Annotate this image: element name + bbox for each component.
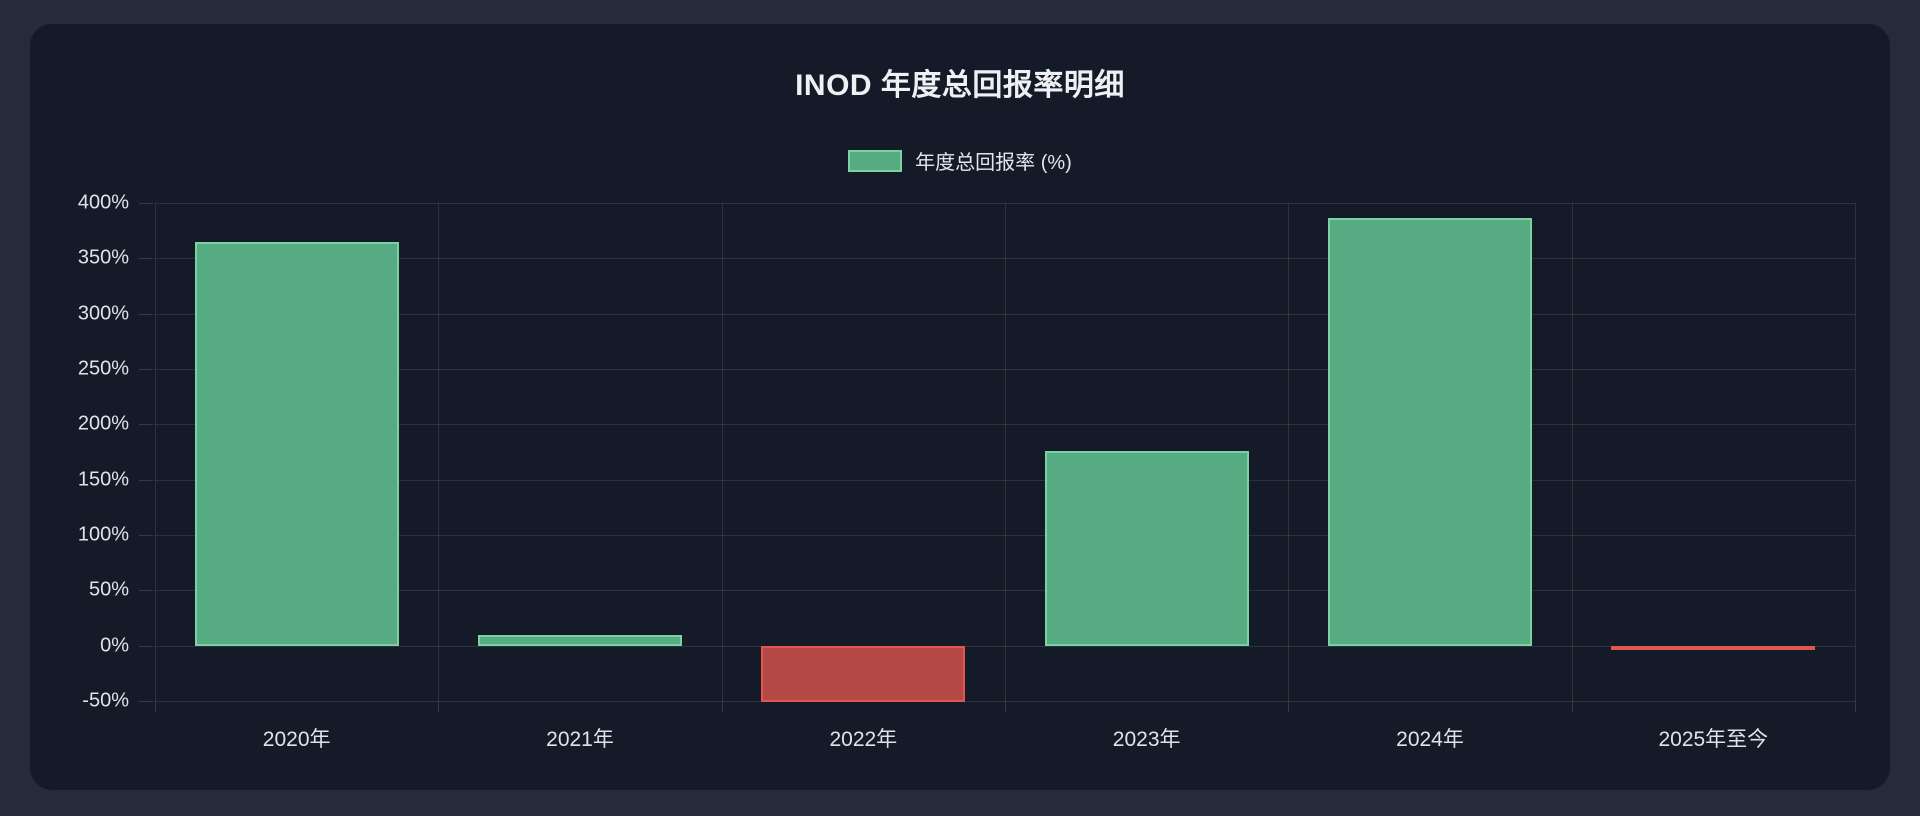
x-gridline <box>1855 203 1856 701</box>
y-gridline <box>155 479 1855 481</box>
y-axis-label: 50% <box>88 578 129 601</box>
y-gridline <box>155 701 1855 702</box>
x-tick-mark <box>1288 701 1290 712</box>
bar[interactable] <box>1044 450 1249 646</box>
x-tick-mark <box>155 701 156 712</box>
y-tick-mark <box>139 369 153 370</box>
x-axis-label: 2023年 <box>1112 728 1181 751</box>
y-tick-mark <box>139 535 153 536</box>
x-gridline <box>1571 203 1573 701</box>
x-axis-label: 2020年 <box>262 728 331 751</box>
y-axis-label: 300% <box>77 302 129 325</box>
y-axis-label: 350% <box>77 246 129 269</box>
plot-area: 400% 350% 300% 250% 200% 150% 100% 50% 0% -50% 202… <box>78 192 1856 751</box>
y-axis-label: 150% <box>77 468 129 491</box>
x-axis-label: 2021年 <box>546 728 614 751</box>
bar[interactable] <box>478 634 682 646</box>
x-axis-label: 2024年 <box>1396 728 1464 751</box>
legend-label: 年度总回报率 (%) <box>915 152 1072 174</box>
y-axis-label: -50% <box>82 689 129 712</box>
y-tick-mark <box>139 645 153 647</box>
x-axis-label: 2022年 <box>829 728 898 751</box>
bar[interactable] <box>761 645 966 703</box>
chart-title: INOD 年度总回报率明细 <box>795 69 1125 102</box>
x-tick-mark <box>438 701 440 712</box>
y-axis-label: 400% <box>77 191 129 214</box>
x-gridline <box>1288 203 1290 701</box>
y-gridline <box>155 258 1855 260</box>
y-gridline <box>155 369 1855 370</box>
y-gridline <box>155 313 1855 315</box>
x-tick-mark <box>1571 701 1573 712</box>
legend-swatch-icon <box>848 149 903 172</box>
x-axis-label: 2025年至今 <box>1658 728 1769 751</box>
y-axis-label: 200% <box>77 412 129 435</box>
y-tick-mark <box>139 590 153 592</box>
y-gridline <box>155 535 1855 536</box>
x-gridline <box>1005 203 1006 701</box>
y-axis-label: 100% <box>77 523 129 546</box>
chart-card: INOD 年度总回报率明细 年度总回报率 (%) 400% 350% 300% 250… <box>30 24 1890 790</box>
y-tick-mark <box>139 203 153 204</box>
y-tick-mark <box>139 424 153 426</box>
bar[interactable] <box>1611 645 1816 650</box>
y-axis-label: 0% <box>100 634 129 657</box>
y-gridline <box>155 590 1855 592</box>
y-gridline <box>155 645 1855 647</box>
x-tick-mark <box>721 701 723 712</box>
chart-legend[interactable]: 年度总回报率 (%) <box>30 146 1890 175</box>
x-gridline <box>438 203 440 701</box>
y-gridline <box>155 424 1855 426</box>
bar[interactable] <box>1328 218 1532 646</box>
y-tick-mark <box>139 258 153 260</box>
x-tick-mark <box>1005 701 1006 712</box>
y-tick-mark <box>139 313 153 315</box>
x-gridline <box>721 203 723 701</box>
x-tick-mark <box>1855 701 1856 712</box>
y-axis-label: 250% <box>77 357 129 380</box>
bar[interactable] <box>194 241 399 646</box>
y-gridline <box>155 203 1855 204</box>
y-tick-mark <box>139 479 153 481</box>
y-tick-mark <box>139 701 153 702</box>
x-gridline <box>155 203 156 701</box>
